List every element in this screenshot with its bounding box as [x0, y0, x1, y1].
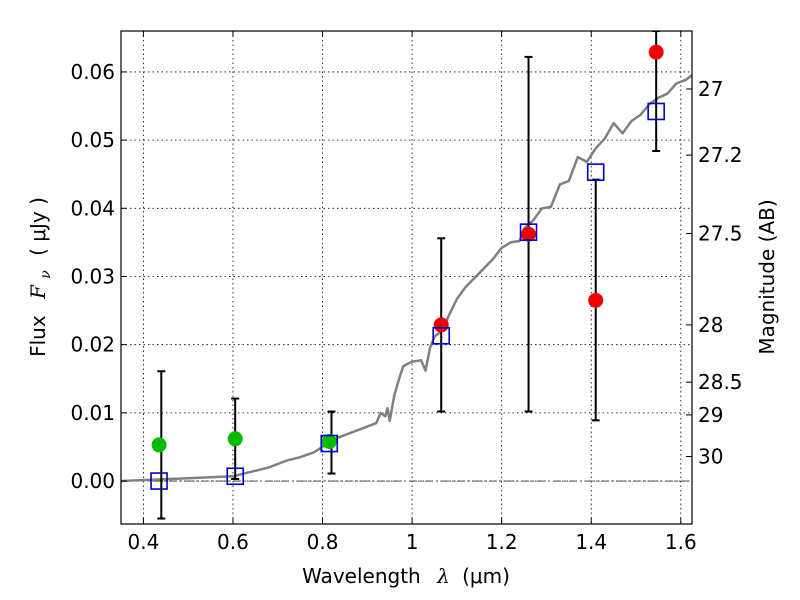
x-tick-label: 1.6	[665, 530, 697, 554]
y-axis-label-prefix: Flux	[26, 315, 50, 357]
y-axis-label: Flux F ν ( μJy )	[26, 197, 55, 357]
y-tick-label: 0.00	[70, 469, 115, 493]
x-tick-label: 1	[406, 530, 419, 554]
x-axis-label: Wavelength λ (μm)	[302, 564, 510, 588]
y2-tick-label: 30	[698, 444, 723, 468]
red-data-point	[588, 292, 604, 308]
y2-tick-label: 27.2	[698, 143, 743, 167]
x-axis-ticks: 0.4 0.6 0.8 1 1.2 1.4 1.6	[127, 31, 697, 554]
y-tick-label: 0.04	[70, 196, 115, 220]
model-photometry-box	[226, 467, 244, 486]
green-data-point	[227, 431, 243, 447]
plot-area	[121, 31, 692, 524]
x-tick-label: 0.4	[127, 530, 159, 554]
y-tick-label: 0.02	[70, 333, 115, 357]
model-photometry-box	[586, 163, 605, 181]
model-photometry-box	[519, 223, 538, 241]
y-tick-label: 0.05	[70, 128, 115, 152]
model-photometry-group	[150, 102, 665, 490]
y2-axis-ticks: 27 27.2 27.5 28 28.5 29 30	[686, 77, 743, 468]
y2-tick-label: 28	[698, 313, 723, 337]
red-data-point	[521, 226, 537, 242]
y2-axis-label: Magnitude (AB)	[755, 199, 779, 354]
model-photometry-box	[647, 102, 665, 121]
y2-tick-label: 28.5	[698, 370, 743, 394]
x-tick-label: 0.6	[217, 530, 249, 554]
x-axis-label-symbol: λ	[436, 564, 450, 588]
y-tick-label: 0.01	[70, 401, 115, 425]
green-data-point	[321, 433, 337, 449]
y2-tick-label: 27	[698, 77, 723, 101]
y-axis-label-unit: ( μJy )	[26, 197, 50, 256]
grid	[121, 31, 692, 524]
plot-frame	[120, 30, 693, 525]
y-axis-ticks: 0.00 0.01 0.02 0.03 0.04 0.05 0.06	[70, 60, 127, 493]
y-tick-label: 0.06	[70, 60, 115, 84]
model-spectrum-line	[121, 74, 692, 483]
y-tick-label: 0.03	[70, 264, 115, 288]
y2-tick-label: 29	[698, 403, 723, 427]
model-spectrum-group	[121, 74, 692, 483]
y-axis-label-subscript: ν	[38, 270, 54, 279]
x-axis-label-unit: (μm)	[462, 564, 510, 588]
model-photometry-box	[432, 327, 451, 345]
red-data-point	[433, 317, 449, 333]
model-photometry-box	[320, 434, 339, 453]
x-tick-label: 1.4	[575, 530, 607, 554]
x-tick-label: 1.2	[486, 530, 518, 554]
x-axis-label-prefix: Wavelength	[302, 564, 421, 588]
y-axis-label-symbol: F	[26, 284, 50, 300]
green-data-point	[151, 437, 167, 453]
model-photometry-box	[150, 472, 168, 490]
data-points-group	[151, 44, 664, 453]
red-data-point	[648, 44, 664, 60]
y2-tick-label: 27.5	[698, 222, 743, 246]
x-tick-label: 0.8	[307, 530, 339, 554]
